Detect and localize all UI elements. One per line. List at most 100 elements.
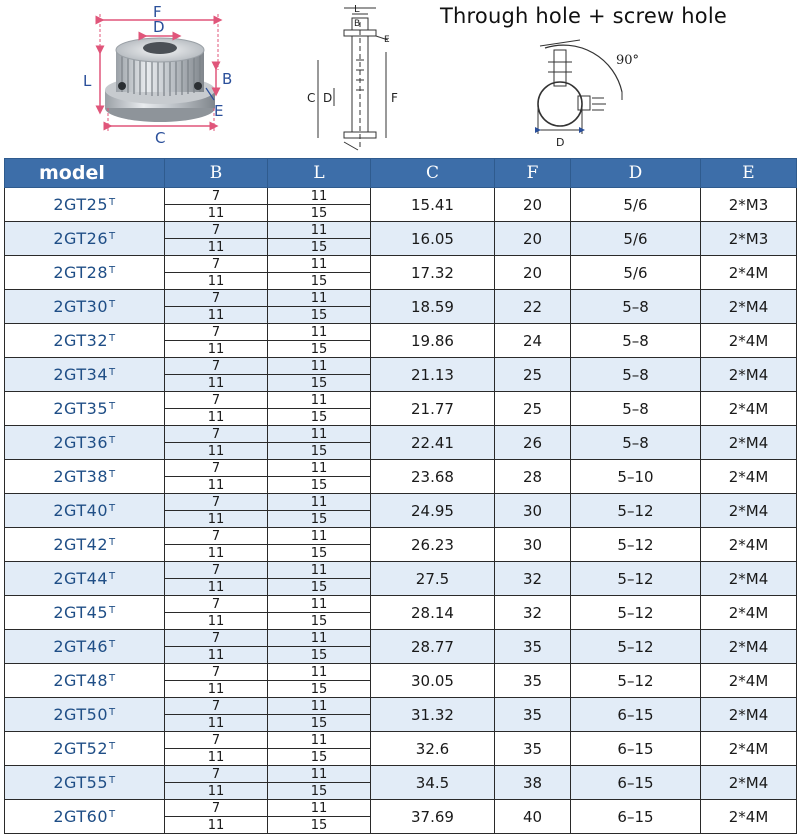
model-cell: 2GT26T (4, 221, 165, 256)
c-cell: 23.68 (370, 459, 495, 494)
model-name: 2GT50 (53, 705, 109, 724)
l-value-top: 11 (268, 664, 370, 681)
b-cell: 7 11 (164, 459, 268, 494)
f-cell: 20 (494, 187, 571, 222)
b-cell: 7 11 (164, 731, 268, 766)
b-cell: 7 11 (164, 663, 268, 698)
d-cell: 5–8 (570, 323, 701, 358)
f-cell: 24 (494, 323, 571, 358)
b-value-bottom: 11 (207, 239, 225, 255)
l-value-bottom: 15 (310, 579, 328, 595)
pulley-photo: F D L B E C (83, 3, 232, 147)
model-suffix: T (109, 571, 116, 582)
l-value-bottom: 15 (310, 205, 328, 221)
b-value-bottom: 11 (207, 307, 225, 323)
table-header-row: model B L C F D E (4, 158, 797, 188)
model-cell: 2GT45T (4, 595, 165, 630)
l-cell: 11 15 (267, 391, 371, 426)
table-row: 2GT60T 7 11 11 15 37.69 40 6–15 2*4M (4, 799, 797, 834)
model-cell: 2GT46T (4, 629, 165, 664)
model-name: 2GT46 (53, 637, 109, 656)
l-value-bottom: 15 (310, 477, 328, 493)
header-b: B (164, 158, 268, 188)
model-suffix: T (109, 401, 116, 412)
side-label-d: D (323, 91, 332, 105)
b-value-top: 7 (165, 290, 267, 307)
c-cell: 21.13 (370, 357, 495, 392)
f-cell: 35 (494, 629, 571, 664)
b-value-top: 7 (165, 562, 267, 579)
d-cell: 5–12 (570, 595, 701, 630)
b-value-top: 7 (165, 664, 267, 681)
c-cell: 17.32 (370, 255, 495, 290)
photo-label-e: E (214, 102, 223, 120)
c-cell: 21.77 (370, 391, 495, 426)
b-value-bottom: 11 (207, 341, 225, 357)
header-f: F (494, 158, 571, 188)
c-cell: 15.41 (370, 187, 495, 222)
b-value-top: 7 (165, 528, 267, 545)
table-row: 2GT32T 7 11 11 15 19.86 24 5–8 2*4M (4, 323, 797, 358)
model-cell: 2GT52T (4, 731, 165, 766)
c-cell: 22.41 (370, 425, 495, 460)
pulley-end-view: 90° D (535, 39, 639, 149)
l-cell: 11 15 (267, 527, 371, 562)
table-row: 2GT52T 7 11 11 15 32.6 35 6–15 2*4M (4, 731, 797, 766)
l-value-bottom: 15 (310, 375, 328, 391)
b-cell: 7 11 (164, 697, 268, 732)
d-cell: 6–15 (570, 697, 701, 732)
f-cell: 35 (494, 697, 571, 732)
end-label-d: D (556, 136, 564, 149)
table-row: 2GT48T 7 11 11 15 30.05 35 5–12 2*4M (4, 663, 797, 698)
b-value-bottom: 11 (207, 409, 225, 425)
side-label-f: F (391, 91, 398, 105)
e-cell: 2*M4 (700, 493, 797, 528)
b-value-top: 7 (165, 596, 267, 613)
f-cell: 30 (494, 493, 571, 528)
b-value-top: 7 (165, 358, 267, 375)
l-value-bottom: 15 (310, 273, 328, 289)
model-suffix: T (109, 775, 116, 786)
l-value-top: 11 (268, 800, 370, 817)
l-value-bottom: 15 (310, 545, 328, 561)
l-cell: 11 15 (267, 323, 371, 358)
l-value-top: 11 (268, 256, 370, 273)
model-name: 2GT30 (53, 297, 109, 316)
model-suffix: T (109, 537, 116, 548)
b-cell: 7 11 (164, 289, 268, 324)
l-value-top: 11 (268, 596, 370, 613)
pulley-diagram: F D L B E C L B E C D (0, 0, 800, 156)
e-cell: 2*M4 (700, 425, 797, 460)
model-suffix: T (109, 503, 116, 514)
b-value-bottom: 11 (207, 715, 225, 731)
c-cell: 37.69 (370, 799, 495, 834)
b-value-bottom: 11 (207, 511, 225, 527)
b-value-top: 7 (165, 222, 267, 239)
model-cell: 2GT28T (4, 255, 165, 290)
l-cell: 11 15 (267, 595, 371, 630)
model-name: 2GT40 (53, 501, 109, 520)
l-cell: 11 15 (267, 731, 371, 766)
e-cell: 2*M4 (700, 629, 797, 664)
l-value-top: 11 (268, 766, 370, 783)
model-cell: 2GT30T (4, 289, 165, 324)
b-value-top: 7 (165, 188, 267, 205)
l-cell: 11 15 (267, 221, 371, 256)
l-value-bottom: 15 (310, 341, 328, 357)
photo-label-f: F (153, 3, 162, 21)
e-cell: 2*4M (700, 391, 797, 426)
table-row: 2GT38T 7 11 11 15 23.68 28 5–10 2*4M (4, 459, 797, 494)
side-label-c: C (307, 91, 315, 105)
pulley-spec-table: model B L C F D E 2GT25T 7 11 11 15 15.41 20 5/… (4, 158, 797, 834)
table-row: 2GT25T 7 11 11 15 15.41 20 5/6 2*M3 (4, 187, 797, 222)
f-cell: 28 (494, 459, 571, 494)
b-value-bottom: 11 (207, 613, 225, 629)
model-cell: 2GT44T (4, 561, 165, 596)
e-cell: 2*M4 (700, 357, 797, 392)
l-value-bottom: 15 (310, 307, 328, 323)
l-value-bottom: 15 (310, 783, 328, 799)
table-body: 2GT25T 7 11 11 15 15.41 20 5/6 2*M3 2GT26T 7 11 11 15… (4, 187, 797, 834)
model-name: 2GT26 (53, 229, 109, 248)
l-cell: 11 15 (267, 187, 371, 222)
b-value-top: 7 (165, 392, 267, 409)
